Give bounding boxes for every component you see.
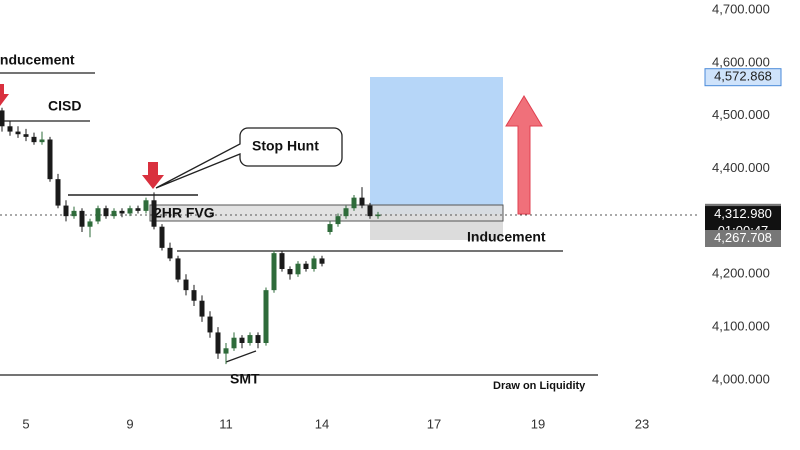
annotation: CISD xyxy=(48,98,81,114)
candle-body xyxy=(103,208,109,217)
y-tick-label: 4,600.000 xyxy=(712,54,770,69)
candle-body xyxy=(15,131,21,135)
candle-body xyxy=(31,136,37,143)
candle-body xyxy=(71,210,77,217)
annotation: SMT xyxy=(230,371,260,387)
candle-body xyxy=(127,208,133,214)
y-tick-label: 4,100.000 xyxy=(712,319,770,334)
candle-body xyxy=(159,226,165,248)
annotation: Stop Hunt xyxy=(252,138,319,154)
candle-body xyxy=(55,179,61,206)
x-tick-label: 19 xyxy=(531,416,545,431)
x-tick-label: 14 xyxy=(315,416,329,431)
candle-body xyxy=(79,210,85,227)
candle-body xyxy=(191,290,197,301)
y-tick-label: 4,200.000 xyxy=(712,266,770,281)
y-tick-label: 4,700.000 xyxy=(712,1,770,16)
price-badge-label: 4,312.980 xyxy=(714,206,772,221)
candle-body xyxy=(351,197,357,209)
candle-body xyxy=(231,337,237,349)
candle-body xyxy=(95,208,101,222)
price-badge-label: 4,572.868 xyxy=(714,69,772,84)
candle-body xyxy=(223,348,229,354)
annotation: Draw on Liquidity xyxy=(493,380,586,392)
callout xyxy=(155,127,343,189)
candle-body xyxy=(311,258,317,269)
candle-body xyxy=(23,134,29,137)
candle-body xyxy=(255,335,261,343)
candle-body xyxy=(271,253,277,291)
candle-body xyxy=(215,332,221,354)
candle-body xyxy=(287,269,293,275)
candle-body xyxy=(183,279,189,291)
x-tick-label: 17 xyxy=(427,416,441,431)
candle-body xyxy=(279,253,285,269)
candle-body xyxy=(207,316,213,333)
target-zone xyxy=(370,77,503,214)
candle-body xyxy=(111,210,117,217)
arrow-up xyxy=(505,95,543,215)
candle-body xyxy=(151,200,157,227)
candle-body xyxy=(343,208,349,217)
candle-body xyxy=(87,221,93,227)
candle-body xyxy=(119,210,125,214)
candle-body xyxy=(303,263,309,269)
price-badge xyxy=(704,68,782,87)
candle-body xyxy=(0,110,5,127)
candle-body xyxy=(327,224,333,232)
candle-body xyxy=(239,337,245,343)
candle-body xyxy=(295,263,301,275)
annotation: Inducement xyxy=(0,52,75,68)
candle-body xyxy=(167,247,173,259)
arrow-down xyxy=(142,162,164,189)
y-tick-label: 4,500.000 xyxy=(712,107,770,122)
arrow-down xyxy=(0,84,9,106)
candle-body xyxy=(175,258,181,280)
x-tick-label: 23 xyxy=(635,416,649,431)
candle-body xyxy=(367,205,373,217)
price-badge-label: 4,267.708 xyxy=(714,230,772,245)
candle-body xyxy=(199,300,205,317)
x-tick-label: 11 xyxy=(219,416,233,431)
y-tick-label: 4,000.000 xyxy=(712,371,770,386)
candle-body xyxy=(359,197,365,206)
price-badge xyxy=(705,229,781,247)
candle-body xyxy=(263,290,269,343)
candle-body xyxy=(63,205,69,217)
y-tick-label: 4,400.000 xyxy=(712,160,770,175)
candle-body xyxy=(375,214,381,217)
x-tick-label: 5 xyxy=(22,416,29,431)
fvg-box xyxy=(149,204,504,222)
candle-body xyxy=(335,216,341,225)
candle-body xyxy=(319,258,325,264)
x-tick-label: 9 xyxy=(126,416,133,431)
candle-body xyxy=(143,200,149,211)
candle-body xyxy=(247,335,253,343)
annotation: Inducement xyxy=(467,229,546,245)
candle-body xyxy=(135,208,141,211)
smt-line xyxy=(225,350,257,363)
candle-body xyxy=(47,139,53,180)
annotation: 2HR FVG xyxy=(154,205,215,221)
candle-body xyxy=(39,139,45,143)
candle-body xyxy=(7,126,13,132)
